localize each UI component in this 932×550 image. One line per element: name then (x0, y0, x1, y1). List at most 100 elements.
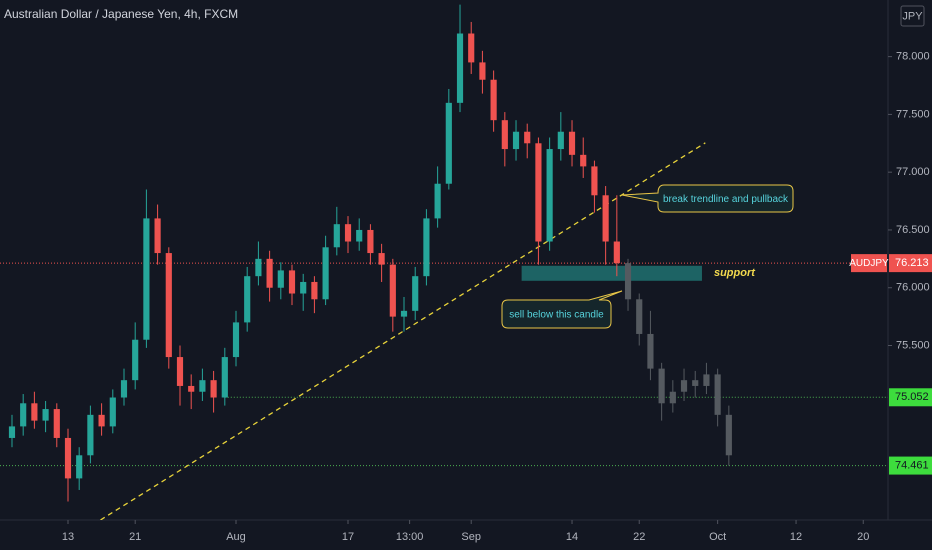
candle-body (692, 380, 699, 386)
candle-body (468, 33, 475, 63)
candle-body (490, 79, 497, 121)
y-tick-label: 78.000 (896, 51, 930, 63)
candle-body (501, 120, 508, 150)
currency-box[interactable] (900, 5, 925, 27)
candle-body (176, 357, 184, 386)
candle-body (232, 322, 240, 358)
candle-body (199, 380, 206, 392)
symbol-label-box (851, 254, 887, 273)
currency: JPY (902, 10, 923, 22)
x-tick-label: 13 (62, 531, 74, 543)
candle-body (132, 339, 139, 381)
callout-text: break trendline and pullback (663, 194, 789, 205)
candle-body (210, 380, 217, 398)
candle-body (188, 385, 195, 392)
y-tick-label: 77.500 (896, 108, 930, 120)
candle-body (356, 229, 363, 242)
candle-body (333, 224, 340, 248)
last-price-box (889, 254, 932, 273)
candle-body (647, 333, 654, 369)
callout: sell below this candle (501, 290, 623, 329)
candle-body (479, 62, 486, 80)
y-tick-label: 76.500 (896, 224, 930, 236)
candle-body (546, 149, 553, 242)
candle-body (277, 270, 284, 288)
candle-body (255, 258, 262, 277)
x-tick-label: 14 (566, 531, 578, 543)
candle-body (221, 357, 228, 398)
candle-body (636, 299, 643, 334)
chart-title: Australian Dollar / Japanese Yen, 4h, FX… (4, 7, 238, 21)
candle-body (154, 218, 161, 254)
candle-body (557, 131, 564, 150)
candle-body (288, 270, 296, 294)
candle-body (680, 380, 688, 392)
candle-body (423, 218, 430, 277)
candle-body (98, 414, 105, 427)
candle-body (300, 281, 307, 294)
x-tick-label: 17 (342, 531, 354, 543)
callout: break trendline and pullback (621, 184, 794, 213)
symbol-label: AUDJPY (849, 258, 889, 269)
candle-body (109, 397, 116, 427)
plot-area (0, 4, 888, 520)
candle-body (624, 263, 632, 300)
candle-body (322, 247, 329, 300)
candle-body (266, 258, 273, 288)
candle-body (367, 229, 374, 254)
candle-body (400, 310, 408, 317)
candle-body (703, 374, 710, 386)
candle-body (311, 281, 318, 300)
candle-body (580, 154, 587, 167)
y-tick-label: 77.000 (896, 166, 930, 178)
callout-text: sell below this candle (509, 310, 604, 321)
candle-body (389, 264, 396, 317)
candle-body (725, 414, 732, 456)
candle-body (669, 391, 676, 404)
candle-body (568, 131, 576, 155)
level-label: 75.052 (895, 391, 929, 403)
candle-body (445, 102, 452, 184)
candle-body (512, 131, 520, 150)
candle-body (76, 455, 83, 479)
candle-body (412, 276, 419, 311)
candle-body (613, 241, 620, 264)
x-tick-label: Sep (461, 531, 481, 543)
candle-body (64, 437, 72, 479)
x-tick-label: 22 (633, 531, 645, 543)
candle-body (53, 409, 60, 438)
candle-body (602, 195, 609, 242)
candle-body (87, 414, 94, 456)
candle-body (120, 380, 128, 398)
support-zone (521, 265, 702, 281)
candle-body (658, 368, 665, 404)
candle-body (165, 253, 172, 358)
candle-body (344, 224, 352, 242)
level-label-box (889, 388, 932, 407)
candle-body (434, 183, 441, 219)
x-tick-label: 12 (790, 531, 802, 543)
x-tick-label: Oct (709, 531, 726, 543)
level-label: 74.461 (895, 459, 929, 471)
candle-body (8, 426, 16, 438)
candle-body (456, 33, 464, 103)
callout-box (501, 290, 623, 329)
candle-body (244, 276, 251, 323)
x-tick-label: 13:00 (396, 531, 424, 543)
x-tick-label: 20 (857, 531, 869, 543)
x-tick-label: Aug (226, 531, 246, 543)
last-price-label: 76.213 (895, 257, 929, 269)
x-tick-label: 21 (129, 531, 141, 543)
candle-body (20, 403, 27, 427)
callout-box (621, 184, 794, 213)
candle-body (591, 166, 598, 196)
candle-body (524, 131, 531, 144)
level-label-box (889, 456, 932, 475)
candle-body (535, 143, 542, 242)
support-label: support (714, 267, 756, 279)
candle-body (714, 374, 721, 415)
y-tick-label: 76.000 (896, 282, 930, 294)
y-tick-label: 75.500 (896, 339, 930, 351)
